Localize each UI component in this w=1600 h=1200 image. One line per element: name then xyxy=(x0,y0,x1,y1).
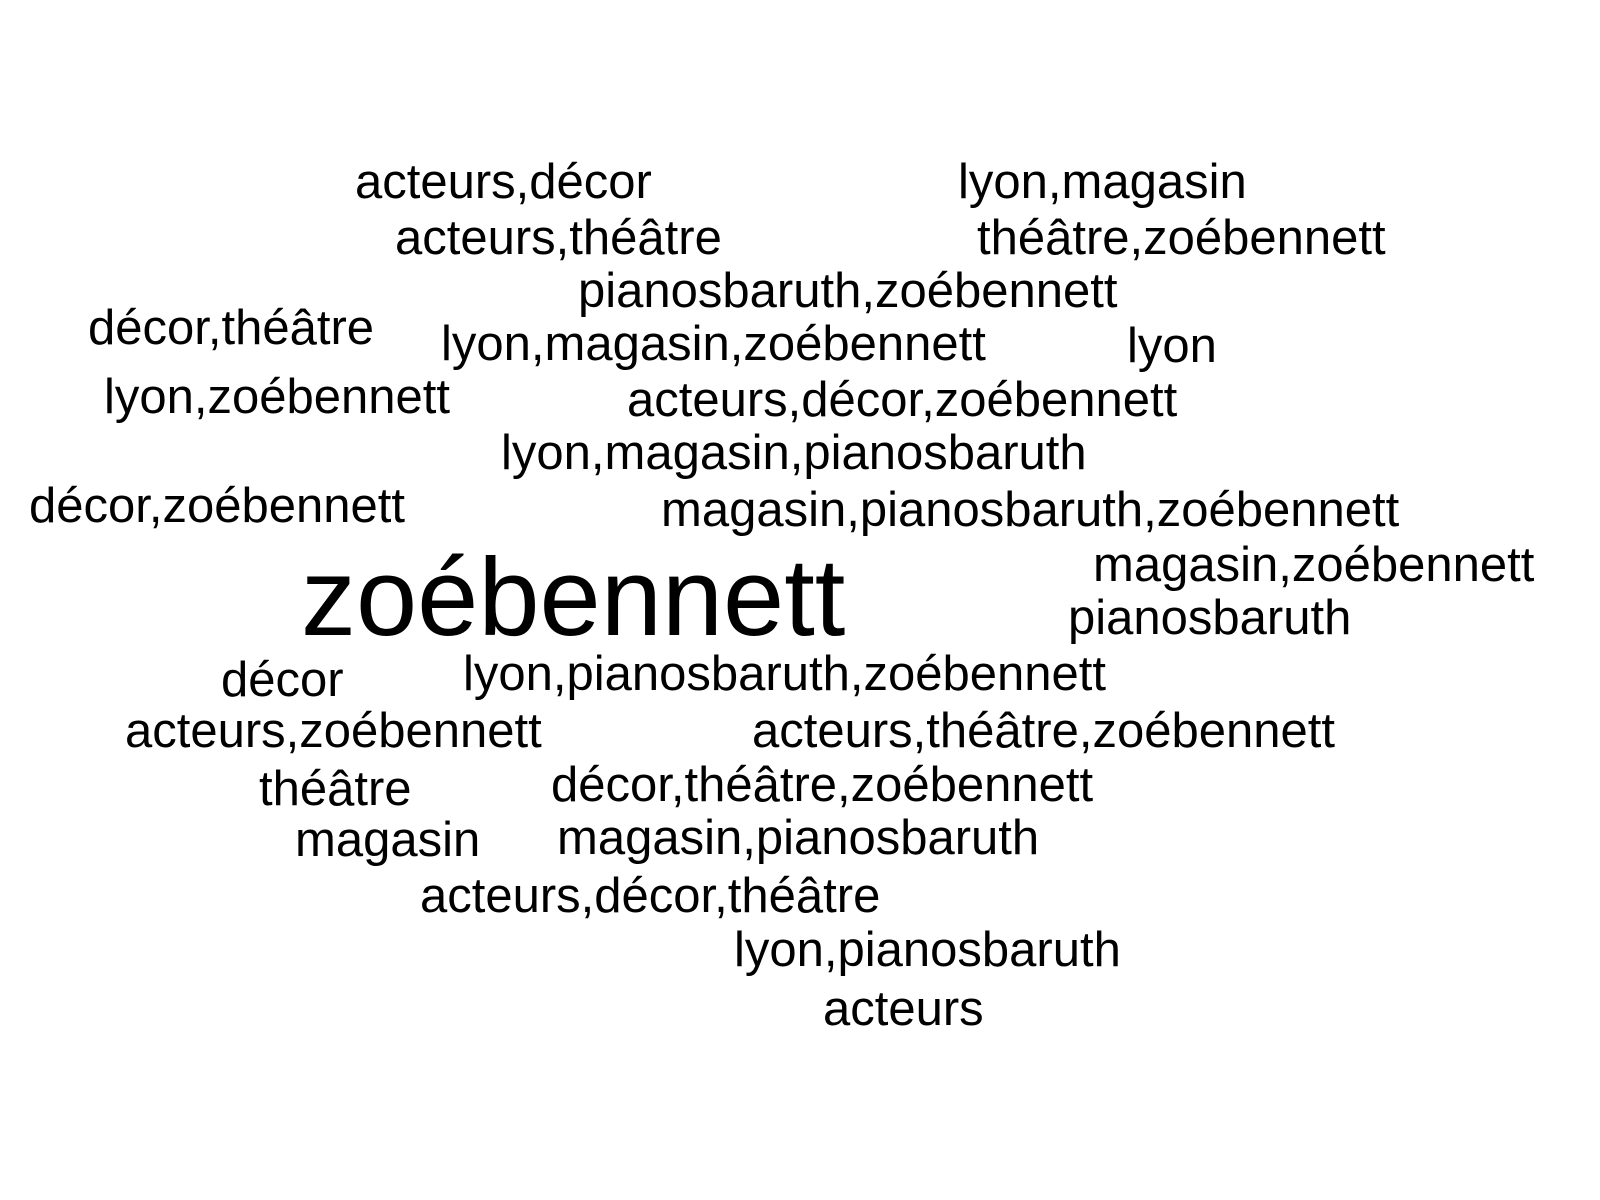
word-lyon-magasin: lyon,magasin xyxy=(958,155,1247,209)
word-acteurs-zoebennett: acteurs,zoébennett xyxy=(125,704,542,758)
word-magasin-pianosbaruth-zoebennett: magasin,pianosbaruth,zoébennett xyxy=(661,483,1400,537)
word-acteurs: acteurs xyxy=(823,982,984,1036)
word-acteurs-theatre: acteurs,théâtre xyxy=(395,211,722,265)
word-lyon-pianosbaruth: lyon,pianosbaruth xyxy=(734,923,1121,977)
word-magasin-zoebennett: magasin,zoébennett xyxy=(1093,538,1535,592)
word-magasin-pianosbaruth: magasin,pianosbaruth xyxy=(557,811,1040,865)
word-decor-theatre-zoebennett: décor,théâtre,zoébennett xyxy=(551,758,1094,812)
word-decor-zoebennett: décor,zoébennett xyxy=(29,479,405,533)
word-acteurs-decor-zoebennett: acteurs,décor,zoébennett xyxy=(627,373,1178,427)
word-decor: décor xyxy=(221,653,344,707)
word-theatre-zoebennett: théâtre,zoébennett xyxy=(977,211,1386,265)
word-pianosbaruth: pianosbaruth xyxy=(1068,591,1352,645)
word-acteurs-theatre-zoebennett: acteurs,théâtre,zoébennett xyxy=(752,704,1335,758)
word-magasin: magasin xyxy=(295,813,481,867)
word-zoebennett: zoébennett xyxy=(301,536,846,659)
word-acteurs-decor-theatre: acteurs,décor,théâtre xyxy=(420,869,881,923)
word-theatre: théâtre xyxy=(259,762,412,816)
word-lyon-magasin-zoebennett: lyon,magasin,zoébennett xyxy=(441,317,986,371)
word-acteurs-decor: acteurs,décor xyxy=(355,155,652,209)
word-lyon-pianosbaruth-zoebennett: lyon,pianosbaruth,zoébennett xyxy=(463,647,1106,701)
word-lyon-zoebennett: lyon,zoébennett xyxy=(104,370,450,424)
word-pianosbaruth-zoebennett: pianosbaruth,zoébennett xyxy=(578,264,1118,318)
word-lyon: lyon xyxy=(1127,319,1217,373)
word-lyon-magasin-pianosbaruth: lyon,magasin,pianosbaruth xyxy=(501,426,1087,480)
word-decor-theatre: décor,théâtre xyxy=(88,301,375,355)
